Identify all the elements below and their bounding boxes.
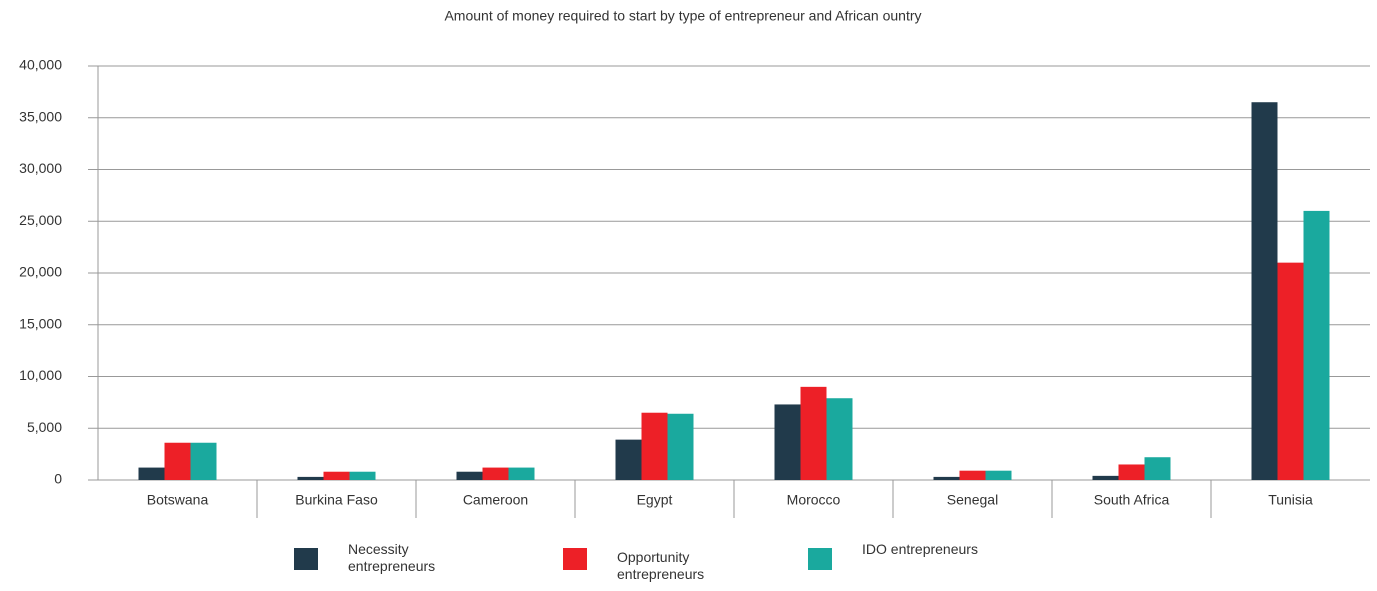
bar bbox=[508, 467, 535, 480]
x-tick-label: Senegal bbox=[947, 492, 998, 508]
x-tick-label: Burkina Faso bbox=[295, 492, 378, 508]
bar bbox=[1092, 475, 1119, 480]
y-tick-label: 15,000 bbox=[19, 315, 62, 331]
y-tick-label: 20,000 bbox=[19, 264, 62, 280]
bar bbox=[641, 412, 668, 480]
legend-item: Opportunity entrepreneurs bbox=[563, 541, 737, 583]
bar bbox=[615, 439, 642, 480]
bar bbox=[933, 476, 960, 480]
x-tick-label: Morocco bbox=[787, 492, 841, 508]
legend-label: Opportunity entrepreneurs bbox=[617, 549, 705, 582]
bar bbox=[1251, 102, 1278, 480]
bar bbox=[323, 471, 350, 480]
bar bbox=[774, 404, 801, 480]
bar bbox=[349, 471, 376, 480]
y-tick-label: 30,000 bbox=[19, 160, 62, 176]
y-tick-label: 25,000 bbox=[19, 212, 62, 228]
legend-item: Necessity entrepreneurs bbox=[294, 541, 468, 575]
x-tick-label: Tunisia bbox=[1268, 492, 1313, 508]
y-tick-label: 5,000 bbox=[27, 419, 62, 435]
legend-swatch bbox=[563, 548, 587, 570]
legend-swatch bbox=[808, 548, 832, 570]
bar bbox=[164, 442, 191, 480]
bar bbox=[456, 471, 483, 480]
x-tick-label: Egypt bbox=[637, 492, 673, 508]
y-tick-label: 40,000 bbox=[19, 57, 62, 73]
bar bbox=[1118, 464, 1145, 480]
bar bbox=[985, 470, 1012, 480]
bar bbox=[959, 470, 986, 480]
y-tick-label: 10,000 bbox=[19, 367, 62, 383]
bar bbox=[138, 467, 165, 480]
bar bbox=[1277, 262, 1304, 480]
legend-item: IDO entrepreneurs bbox=[808, 541, 1022, 570]
chart-title: Amount of money required to start by typ… bbox=[444, 8, 921, 24]
x-tick-label: Botswana bbox=[147, 492, 209, 508]
y-tick-label: 0 bbox=[54, 471, 62, 487]
legend-label: Necessity entrepreneurs bbox=[348, 541, 436, 574]
bar bbox=[826, 398, 853, 480]
bar bbox=[667, 413, 694, 480]
bar bbox=[190, 442, 217, 480]
bar bbox=[1144, 457, 1171, 480]
bar bbox=[800, 386, 827, 480]
legend-label: IDO entrepreneurs bbox=[862, 541, 978, 557]
bar bbox=[1303, 210, 1330, 480]
y-tick-label: 35,000 bbox=[19, 108, 62, 124]
x-tick-label: Cameroon bbox=[463, 492, 528, 508]
bar bbox=[482, 467, 509, 480]
bar bbox=[297, 476, 324, 480]
x-tick-label: South Africa bbox=[1094, 492, 1170, 508]
legend-swatch bbox=[294, 548, 318, 570]
